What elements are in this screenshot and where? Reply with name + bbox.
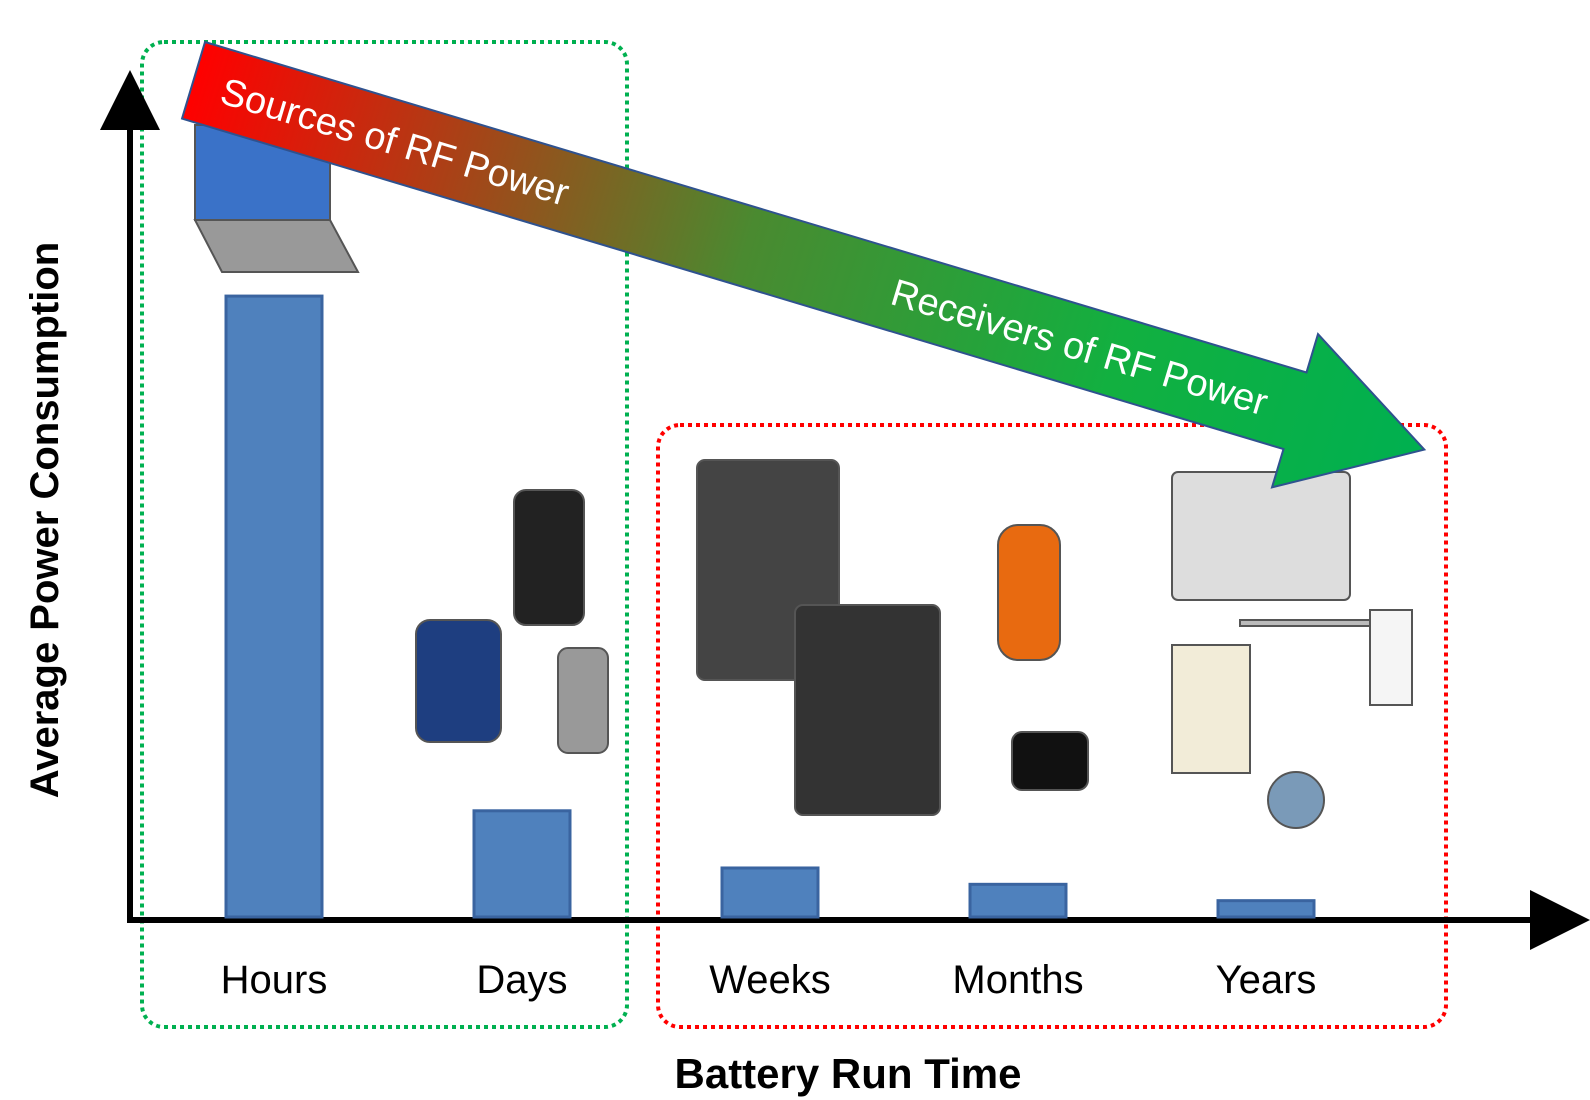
y-axis-label: Average Power Consumption xyxy=(23,242,67,798)
sources-box xyxy=(140,40,629,1029)
receivers-box xyxy=(656,423,1448,1029)
sensor xyxy=(1369,609,1413,706)
device-images xyxy=(193,124,1413,829)
price-tag xyxy=(1171,471,1351,601)
bar xyxy=(720,866,820,919)
x-tick-label: Years xyxy=(1216,958,1317,1002)
x-axis-label: Battery Run Time xyxy=(675,1050,1022,1097)
bar xyxy=(472,809,572,919)
spot-tracker xyxy=(997,524,1061,661)
bar xyxy=(1216,899,1316,919)
thermostat xyxy=(1171,644,1251,774)
x-tick-label: Weeks xyxy=(709,958,831,1002)
x-tick-label: Days xyxy=(476,958,567,1002)
plot: Hours Days Weeks Months Years xyxy=(221,294,1317,1002)
rf-arrow: Sources of RF Power Receivers of RF Powe… xyxy=(180,40,1427,489)
x-tick-label: Months xyxy=(952,958,1083,1002)
bar xyxy=(224,294,324,919)
bar xyxy=(968,882,1068,919)
laptop-base xyxy=(193,219,360,273)
flip-phone xyxy=(557,647,609,754)
transmitter xyxy=(1267,771,1325,829)
zoombak xyxy=(1011,731,1089,791)
phone xyxy=(513,489,585,626)
rf-arrow-shape xyxy=(180,40,1427,489)
sensor-rod xyxy=(1239,619,1376,627)
blackberry xyxy=(415,619,502,743)
x-tick-label: Hours xyxy=(221,958,328,1002)
sony-reader xyxy=(794,604,941,816)
